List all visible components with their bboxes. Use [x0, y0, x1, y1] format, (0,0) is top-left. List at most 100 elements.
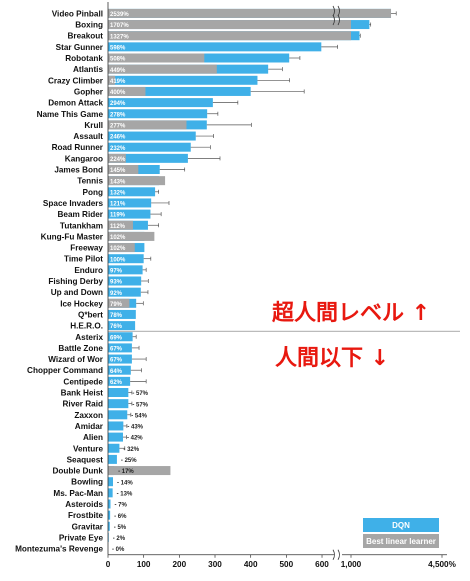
x-tick-label: 4,500%	[428, 560, 456, 569]
category-label: Kung-Fu Master	[41, 232, 104, 241]
data-label: - 54%	[131, 413, 147, 419]
data-label: 2539%	[110, 12, 129, 18]
data-label: 277%	[110, 124, 126, 130]
data-label: 508%	[110, 57, 126, 63]
category-label: Star Gunner	[56, 43, 104, 52]
data-label: - 14%	[117, 480, 133, 486]
data-label: 78%	[110, 313, 123, 319]
category-label: Demon Attack	[48, 99, 103, 108]
category-label: Breakout	[68, 32, 104, 41]
category-label: Seaquest	[67, 455, 104, 464]
category-label: Fishing Derby	[48, 277, 103, 286]
linear-bar	[108, 153, 126, 163]
category-label: Krull	[84, 121, 103, 130]
dqn-bar	[108, 153, 188, 163]
data-label: 1707%	[110, 23, 129, 29]
category-label: Centipede	[63, 377, 103, 386]
data-label: 93%	[110, 280, 123, 286]
data-label: - 57%	[132, 402, 148, 408]
data-label: - 17%	[118, 469, 134, 475]
data-label: 224%	[110, 157, 126, 163]
data-label: 92%	[110, 291, 123, 297]
category-label: Space Invaders	[43, 199, 104, 208]
x-tick-label: 100	[137, 560, 151, 569]
category-label: Montezuma's Revenge	[15, 545, 103, 554]
data-label: - 13%	[117, 491, 133, 497]
linear-bar	[108, 31, 351, 41]
dqn-bar	[108, 499, 111, 509]
category-label: James Bond	[54, 166, 103, 175]
dqn-bar	[108, 98, 213, 108]
x-tick-label: 200	[173, 560, 187, 569]
category-label: Gravitar	[72, 522, 104, 531]
data-label: 143%	[110, 179, 126, 185]
data-label: 294%	[110, 101, 126, 107]
category-label: Name This Game	[37, 110, 104, 119]
category-label: Double Dunk	[53, 467, 104, 476]
dqn-bar	[108, 142, 191, 152]
dqn-bar	[108, 488, 113, 498]
dqn-bar	[108, 421, 124, 431]
dqn-bar	[108, 477, 113, 487]
data-label: 1327%	[110, 34, 129, 40]
dqn-bar	[108, 75, 258, 85]
data-label: 246%	[110, 135, 126, 141]
dqn-bar	[108, 510, 111, 520]
superhuman-label: 超人間レベル ↑	[272, 301, 431, 326]
legend-linear: Best linear learner	[363, 534, 439, 548]
dqn-bar	[108, 265, 143, 275]
category-label: Private Eye	[59, 533, 104, 542]
linear-bar	[108, 466, 171, 476]
data-label: - 32%	[123, 447, 139, 453]
dqn-bar	[108, 443, 120, 453]
dqn-bar	[108, 287, 141, 297]
category-label: Frostbite	[68, 511, 103, 520]
category-label: Up and Down	[51, 288, 103, 297]
dqn-bar	[108, 86, 251, 96]
dqn-bar	[108, 354, 132, 364]
category-label: Tutankham	[60, 221, 103, 230]
category-label: Video Pinball	[52, 9, 103, 18]
category-label: Asteroids	[65, 500, 103, 509]
dqn-bar	[108, 332, 133, 342]
dqn-bar	[108, 321, 136, 331]
category-label: Atlantis	[73, 65, 103, 74]
dqn-bar	[108, 276, 142, 286]
category-label: Enduro	[74, 266, 103, 275]
linear-bar	[108, 86, 146, 96]
data-label: 145%	[110, 168, 126, 174]
category-label: Bank Heist	[61, 389, 104, 398]
data-label: - 57%	[132, 391, 148, 397]
category-label: H.E.R.O.	[70, 322, 103, 331]
category-label: Gopher	[74, 87, 104, 96]
x-tick-label: 0	[106, 560, 111, 569]
dqn-bar	[108, 365, 131, 375]
linear-bar	[108, 243, 135, 253]
category-label: Zaxxon	[74, 411, 103, 420]
category-label: Freeway	[70, 244, 103, 253]
linear-bar	[108, 165, 139, 174]
data-label: - 42%	[127, 436, 143, 442]
linear-bar	[108, 120, 187, 130]
data-label: 278%	[110, 112, 126, 118]
dqn-bar	[108, 254, 144, 264]
subhuman-label: 人間以下 ↓	[275, 346, 390, 371]
category-label: River Raid	[63, 400, 104, 409]
category-label: Ms. Pac-Man	[53, 489, 103, 498]
category-label: Bowling	[71, 478, 103, 487]
category-label: Tennis	[77, 177, 103, 186]
data-label: 121%	[110, 202, 126, 208]
x-tick-label: 300	[208, 560, 222, 569]
data-label: 67%	[110, 347, 123, 353]
category-label: Road Runner	[52, 143, 104, 152]
category-label: Pong	[83, 188, 103, 197]
dqn-bar	[108, 309, 136, 319]
dqn-bar	[108, 376, 131, 386]
data-label: 97%	[110, 268, 123, 274]
data-label: 449%	[110, 68, 126, 74]
data-label: 62%	[110, 380, 123, 386]
linear-bar	[108, 220, 133, 230]
dqn-bar	[108, 521, 110, 531]
data-label: 132%	[110, 190, 126, 196]
category-label: Q*bert	[78, 310, 103, 319]
